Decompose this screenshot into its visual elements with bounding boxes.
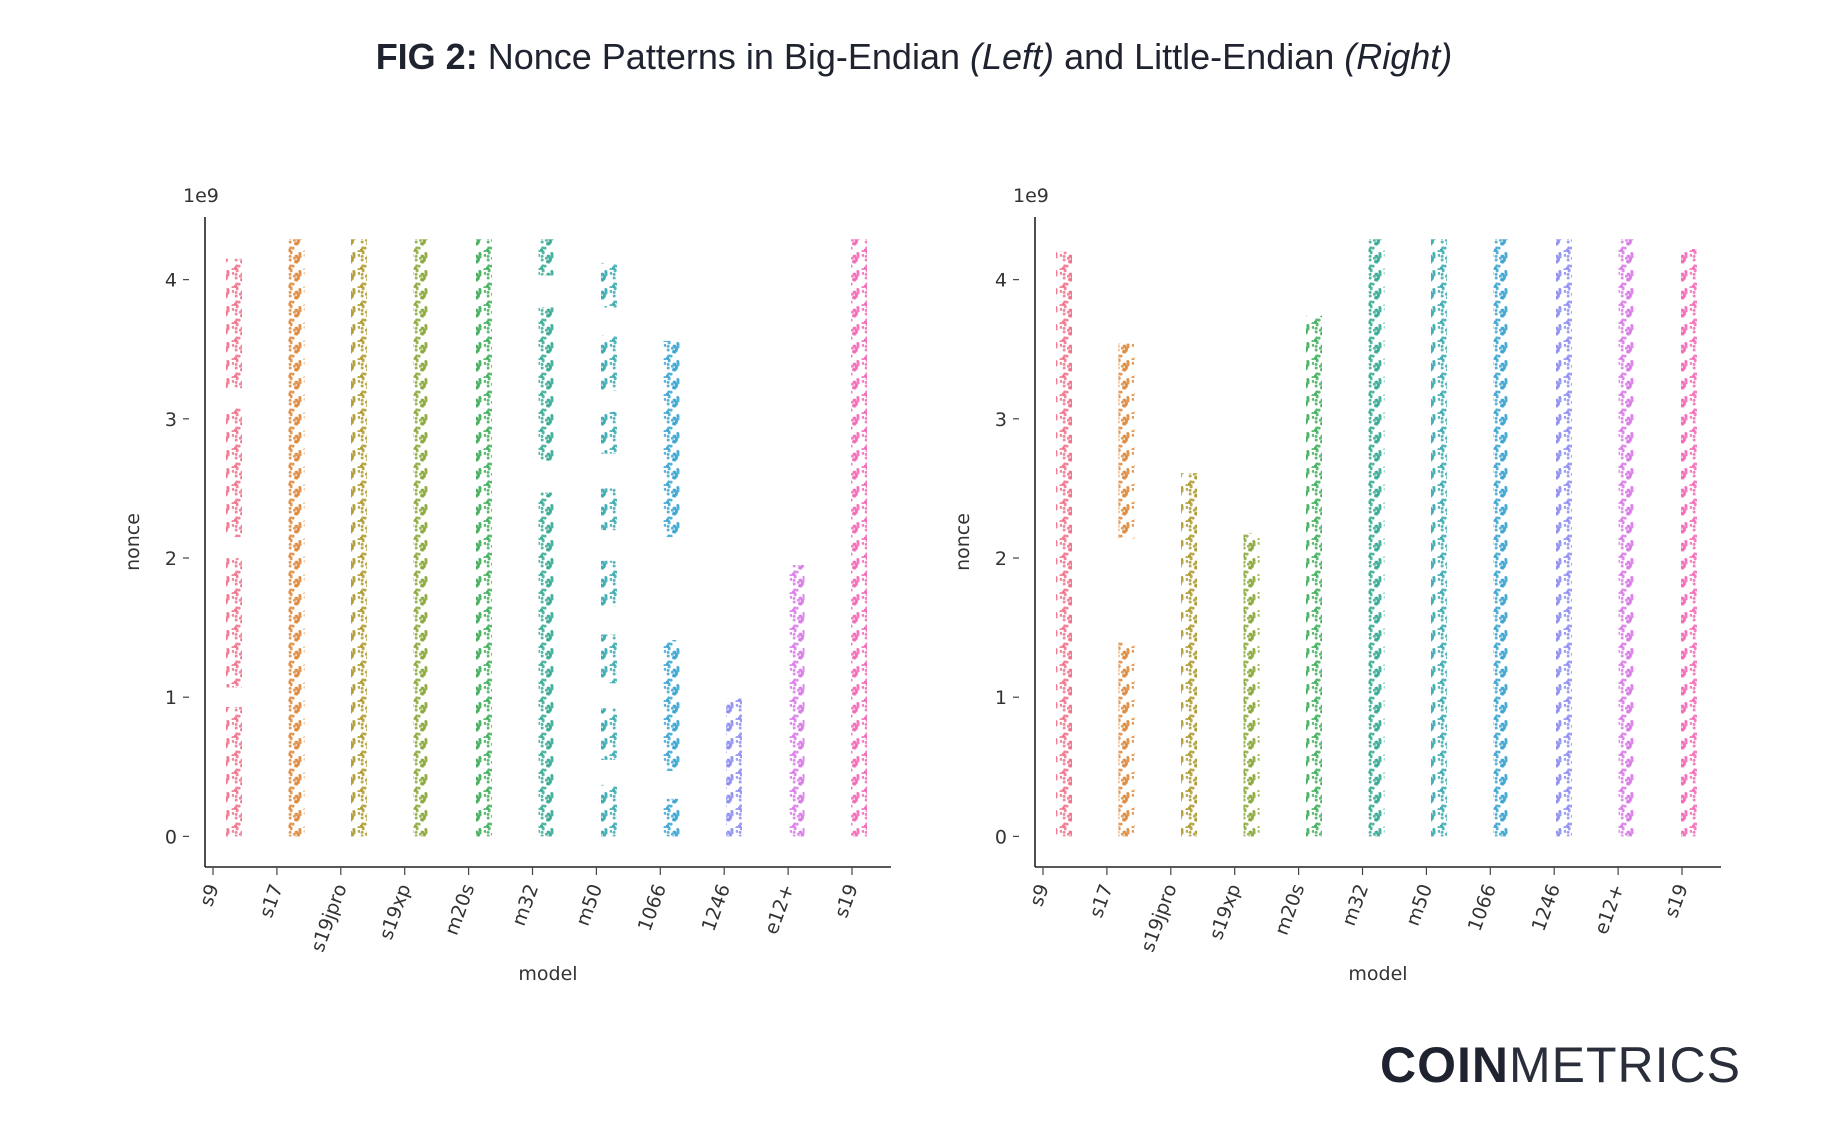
x-tick-label: m32 (1338, 881, 1373, 929)
strip (226, 258, 242, 389)
strip (601, 634, 617, 684)
strip (476, 239, 492, 837)
strip (1493, 239, 1510, 837)
title-text: (Right) (1344, 36, 1453, 77)
strip (726, 698, 742, 837)
strip (601, 262, 617, 308)
x-tick-label: m20s (441, 881, 480, 938)
y-tick-label: 0 (165, 826, 177, 848)
title-text: (Left) (970, 36, 1055, 77)
strip (1056, 251, 1072, 837)
strip (413, 239, 430, 837)
strip (1181, 473, 1197, 837)
title-label: FIG 2: (375, 36, 478, 77)
strip (1431, 239, 1447, 837)
x-tick-label: s17 (1085, 881, 1117, 921)
x-tick-label: 1246 (1528, 881, 1565, 934)
y-tick-label: 4 (995, 270, 1007, 292)
strip (1306, 315, 1322, 837)
y-tick-label: 3 (165, 409, 177, 431)
strip (788, 564, 805, 837)
strip (351, 239, 367, 837)
strip (663, 640, 680, 771)
strip (601, 335, 617, 391)
strip (1681, 249, 1697, 837)
strip (601, 784, 617, 837)
y-axis-label: nonce (122, 513, 144, 571)
strip (1243, 532, 1260, 837)
strip (601, 708, 617, 760)
title-text: Nonce Patterns in Big-Endian (487, 36, 960, 77)
strip (601, 488, 617, 531)
x-tick-label: 1066 (634, 881, 671, 934)
strip (538, 492, 555, 837)
y-tick-label: 1 (995, 687, 1007, 709)
logo-light: METRICS (1509, 1037, 1741, 1093)
strip (1618, 239, 1635, 837)
x-tick-label: s19xp (375, 881, 415, 942)
strip (1118, 641, 1135, 837)
offset-label: 1e9 (1013, 185, 1049, 207)
y-tick-label: 0 (995, 826, 1007, 848)
y-tick-label: 1 (165, 687, 177, 709)
x-tick-label: s19 (1660, 881, 1692, 921)
strip (226, 706, 242, 837)
x-tick-label: s19jpro (307, 881, 352, 955)
strip (1368, 239, 1385, 837)
y-tick-label: 4 (165, 270, 177, 292)
strip (601, 411, 617, 454)
strip (226, 407, 242, 538)
x-tick-label: s9 (196, 881, 224, 909)
y-tick-label: 2 (165, 548, 177, 570)
strip (538, 307, 555, 461)
x-tick-label: m32 (508, 881, 543, 929)
x-tick-label: e12+ (1590, 881, 1628, 937)
x-tick-label: m50 (1402, 881, 1437, 929)
offset-label: 1e9 (183, 185, 219, 207)
strip (1556, 239, 1572, 837)
x-tick-label: s19xp (1205, 881, 1245, 942)
strip (663, 340, 680, 538)
x-axis-label: model (1348, 963, 1407, 985)
strip (1118, 343, 1135, 539)
strip (663, 798, 680, 837)
x-tick-label: 1066 (1464, 881, 1501, 934)
x-tick-label: 1246 (698, 881, 735, 934)
title-text: and Little-Endian (1064, 36, 1335, 77)
strip (851, 239, 867, 837)
x-tick-label: e12+ (760, 881, 798, 937)
title: FIG 2: Nonce Patterns in Big-Endian (Lef… (0, 36, 1828, 78)
x-tick-label: m20s (1271, 881, 1310, 938)
strip (288, 239, 305, 837)
x-tick-label: m50 (572, 881, 607, 929)
strip (226, 558, 242, 688)
x-tick-label: s9 (1026, 881, 1054, 909)
y-tick-label: 2 (995, 548, 1007, 570)
strip (538, 239, 555, 276)
x-axis-label: model (518, 963, 577, 985)
x-tick-label: s19 (830, 881, 862, 921)
logo: COINMETRICS (1380, 1036, 1741, 1094)
y-axis-label: nonce (952, 513, 974, 571)
x-tick-label: s19jpro (1137, 881, 1182, 955)
logo-bold: COIN (1380, 1037, 1509, 1093)
x-tick-label: s17 (255, 881, 287, 921)
y-tick-label: 3 (995, 409, 1007, 431)
strip (601, 560, 617, 607)
